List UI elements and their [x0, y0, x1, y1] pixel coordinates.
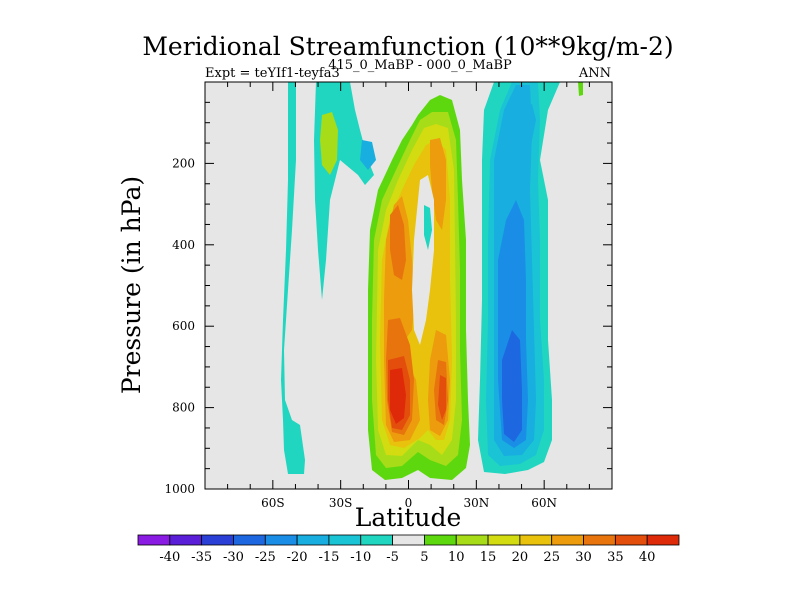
colorbar-label: -15 [318, 550, 339, 565]
period-label: 415_0_MaBP - 000_0_MaBP [328, 58, 512, 73]
y-tick-label: 600 [172, 319, 195, 333]
colorbar-label: 20 [512, 550, 529, 565]
colorbar-label: 30 [575, 550, 592, 565]
x-axis-title: Latitude [355, 503, 462, 532]
experiment-label: Expt = teYIf1-teyfa3 [205, 66, 340, 81]
x-tick-label: 60S [261, 496, 285, 510]
colorbar-swatch [233, 534, 266, 546]
colorbar-label: -10 [350, 550, 371, 565]
colorbar-label: 5 [420, 550, 428, 565]
y-axis-title: Pressure (in hPa) [117, 176, 146, 394]
colorbar-label: 40 [639, 550, 656, 565]
y-tick-label: 800 [172, 401, 195, 415]
colorbar-swatch [201, 534, 234, 546]
colorbar-label: 25 [543, 550, 560, 565]
season-label: ANN [578, 66, 611, 81]
y-tick-label: 1000 [164, 482, 195, 496]
colorbar-swatch [519, 534, 553, 546]
contour-neg-upper-inner [360, 140, 376, 170]
x-tick-label: 60N [531, 496, 557, 510]
colorbar-label: 15 [480, 550, 497, 565]
colorbar-label: -20 [287, 550, 308, 565]
x-axis: 60S 30S 0 30N 60N [227, 82, 590, 510]
y-tick-label: 400 [172, 238, 195, 252]
colorbar-label: 10 [448, 550, 465, 565]
contour-pos-40 [390, 368, 406, 424]
chart-title: Meridional Streamfunction (10**9kg/m-2) [142, 32, 673, 61]
contour-neg-25 [502, 330, 522, 442]
x-tick-label: 0 [405, 496, 413, 510]
x-tick-label: 30S [329, 496, 353, 510]
colorbar-swatch [646, 534, 680, 546]
colorbar-swatch [487, 534, 521, 546]
colorbar-swatch [296, 534, 330, 546]
colorbar-swatch [360, 534, 393, 546]
colorbar-swatch [424, 534, 457, 546]
y-tick-label: 200 [172, 156, 195, 170]
contour-gap-teal [424, 205, 432, 250]
colorbar-swatch [392, 534, 425, 546]
contour-fills [281, 82, 583, 480]
colorbar-label: -40 [159, 550, 180, 565]
x-tick-label: 30N [463, 496, 489, 510]
colorbar: -40 -35 -30 -25 -20 -15 -10 -5 5 10 15 20 25 30 35 40 [137, 534, 680, 565]
colorbar-swatch [328, 534, 362, 546]
colorbar-swatch [455, 534, 489, 546]
colorbar-swatch [614, 534, 648, 546]
contour-pos-upper [320, 112, 338, 175]
colorbar-swatch [264, 534, 298, 546]
colorbar-swatch [137, 534, 171, 546]
contour-neg-upper-right [520, 104, 536, 150]
colorbar-swatch [169, 534, 203, 546]
colorbar-label: -30 [223, 550, 244, 565]
y-axis: 200 400 600 800 1000 [164, 101, 612, 496]
colorbar-label: -25 [255, 550, 276, 565]
colorbar-label: 35 [607, 550, 624, 565]
contour-speck-top-right [578, 82, 583, 96]
colorbar-label: -35 [191, 550, 212, 565]
colorbar-swatch [583, 534, 616, 546]
contour-pos-30 [390, 205, 406, 280]
contour-pos-35-right-core [438, 375, 446, 420]
colorbar-label: -5 [386, 550, 399, 565]
contour-neg-left-column [281, 82, 305, 474]
colorbar-swatch [551, 534, 584, 546]
contour-pos-25-right [430, 138, 446, 230]
